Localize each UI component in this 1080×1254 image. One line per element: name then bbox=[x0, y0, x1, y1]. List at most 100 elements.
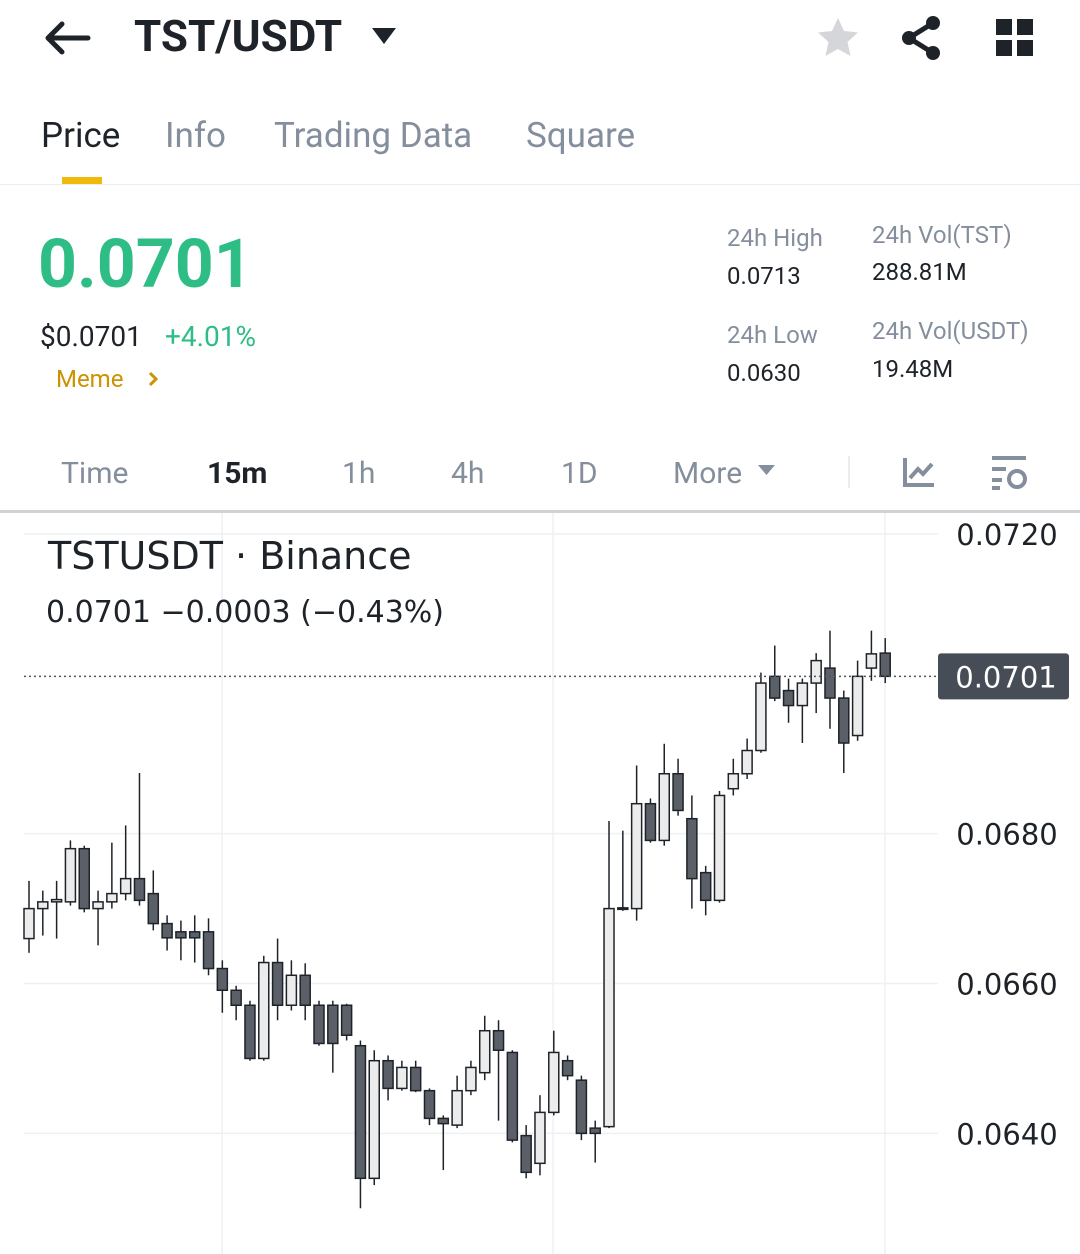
candle-body bbox=[451, 1089, 463, 1126]
candle-body bbox=[492, 1029, 505, 1051]
candle-body bbox=[478, 1029, 491, 1074]
candle-body bbox=[64, 847, 77, 903]
candle-body bbox=[92, 901, 104, 910]
candle-body bbox=[216, 967, 229, 992]
candle-body bbox=[644, 802, 657, 842]
candle-body bbox=[396, 1066, 408, 1090]
candle-body bbox=[589, 1127, 601, 1135]
pair-title[interactable]: TST/USDT bbox=[134, 10, 343, 62]
candle-body bbox=[617, 907, 629, 911]
interval[interactable]: More bbox=[673, 456, 743, 491]
candle-body bbox=[133, 877, 146, 902]
tab[interactable]: Square bbox=[526, 115, 636, 156]
pair-dropdown[interactable] bbox=[372, 28, 398, 46]
candle-body bbox=[686, 817, 698, 880]
interval[interactable]: 15m bbox=[207, 456, 268, 491]
candle-body bbox=[244, 1004, 256, 1060]
candle-body bbox=[879, 652, 891, 678]
candle-body bbox=[161, 922, 173, 939]
stat-label: 24h Vol(USDT) bbox=[872, 317, 1029, 345]
candle-body bbox=[838, 697, 850, 744]
candle-body bbox=[465, 1066, 477, 1092]
candle-body bbox=[230, 989, 242, 1007]
y-tick-label: 0.0660 bbox=[956, 968, 1057, 1002]
change: +4.01% bbox=[165, 320, 256, 353]
more-dropdown[interactable] bbox=[758, 465, 776, 477]
interval[interactable]: Time bbox=[61, 456, 129, 491]
candle-body bbox=[548, 1051, 560, 1114]
indicator-icon[interactable] bbox=[902, 456, 936, 488]
divider bbox=[0, 184, 1080, 185]
interval[interactable]: 1h bbox=[342, 456, 376, 491]
chart-subtitle: 0.0701 −0.0003 (−0.43%) bbox=[46, 595, 444, 630]
tab[interactable]: Info bbox=[165, 115, 226, 156]
candle-body bbox=[672, 772, 684, 812]
last-price-box bbox=[938, 653, 1069, 700]
star-icon[interactable] bbox=[816, 16, 860, 60]
settings-icon[interactable] bbox=[990, 454, 1030, 492]
candle-body bbox=[147, 892, 160, 925]
grid-icon[interactable] bbox=[996, 19, 1034, 57]
candle-body bbox=[285, 974, 298, 1007]
candle-body bbox=[755, 682, 767, 752]
candle-body bbox=[782, 689, 795, 707]
candle-body bbox=[534, 1111, 546, 1165]
candle-body bbox=[658, 772, 671, 842]
candle-body bbox=[423, 1089, 436, 1120]
candle-body bbox=[50, 898, 63, 903]
tab-indicator bbox=[62, 177, 102, 184]
candle-body bbox=[713, 794, 726, 902]
candle-body bbox=[575, 1079, 588, 1135]
share-icon[interactable] bbox=[898, 14, 944, 62]
candle-body bbox=[119, 877, 132, 895]
candle-body bbox=[382, 1059, 394, 1090]
candle-body bbox=[175, 931, 187, 939]
tag-chevron bbox=[148, 371, 159, 387]
candle-body bbox=[327, 1004, 339, 1045]
candle-body bbox=[727, 772, 740, 790]
stat-value: 0.0713 bbox=[727, 262, 801, 290]
candle-body bbox=[258, 961, 270, 1060]
candle-body bbox=[699, 871, 712, 902]
candle-body bbox=[561, 1059, 574, 1077]
candle-body bbox=[796, 682, 809, 707]
candle-body bbox=[810, 659, 822, 684]
candle-body bbox=[630, 802, 643, 910]
stat-value: 0.0630 bbox=[727, 359, 801, 387]
y-tick-label: 0.0680 bbox=[956, 818, 1057, 852]
stat-label: 24h High bbox=[727, 224, 823, 252]
tab[interactable]: Trading Data bbox=[274, 115, 473, 156]
candle-body bbox=[437, 1117, 450, 1125]
interval[interactable]: 1D bbox=[561, 456, 598, 491]
candle-body bbox=[202, 931, 215, 970]
candle-body bbox=[851, 675, 864, 737]
tag[interactable]: Meme bbox=[56, 365, 124, 393]
candle-body bbox=[299, 974, 311, 1007]
last-price-label: 0.0701 bbox=[955, 660, 1056, 694]
y-tick-label: 0.0640 bbox=[956, 1117, 1057, 1151]
tab[interactable]: Price bbox=[41, 115, 121, 156]
chart: TSTUSDT · Binance 0.0701 −0.0003 (−0.43%… bbox=[23, 513, 1069, 1254]
candle-body bbox=[354, 1044, 367, 1180]
stat-label: 24h Vol(TST) bbox=[872, 221, 1012, 249]
candle-body bbox=[23, 907, 35, 940]
candle-body bbox=[520, 1134, 532, 1174]
candle-body bbox=[603, 907, 615, 1128]
last-price: 0.0701 bbox=[38, 224, 253, 304]
candle-body bbox=[768, 675, 781, 699]
candle-body bbox=[865, 653, 878, 669]
candle-body bbox=[313, 1004, 325, 1045]
divider bbox=[0, 510, 1080, 513]
candle-body bbox=[37, 901, 49, 910]
stat-value: 19.48M bbox=[872, 355, 954, 383]
back-icon[interactable] bbox=[40, 18, 92, 58]
candle-body bbox=[271, 961, 284, 1007]
candle-body bbox=[78, 847, 90, 910]
separator bbox=[848, 456, 850, 488]
interval[interactable]: 4h bbox=[451, 456, 485, 491]
stat-value: 288.81M bbox=[872, 258, 967, 286]
candle-body bbox=[409, 1066, 422, 1092]
y-tick-label: 0.0720 bbox=[956, 518, 1057, 552]
candle-body bbox=[188, 931, 201, 939]
